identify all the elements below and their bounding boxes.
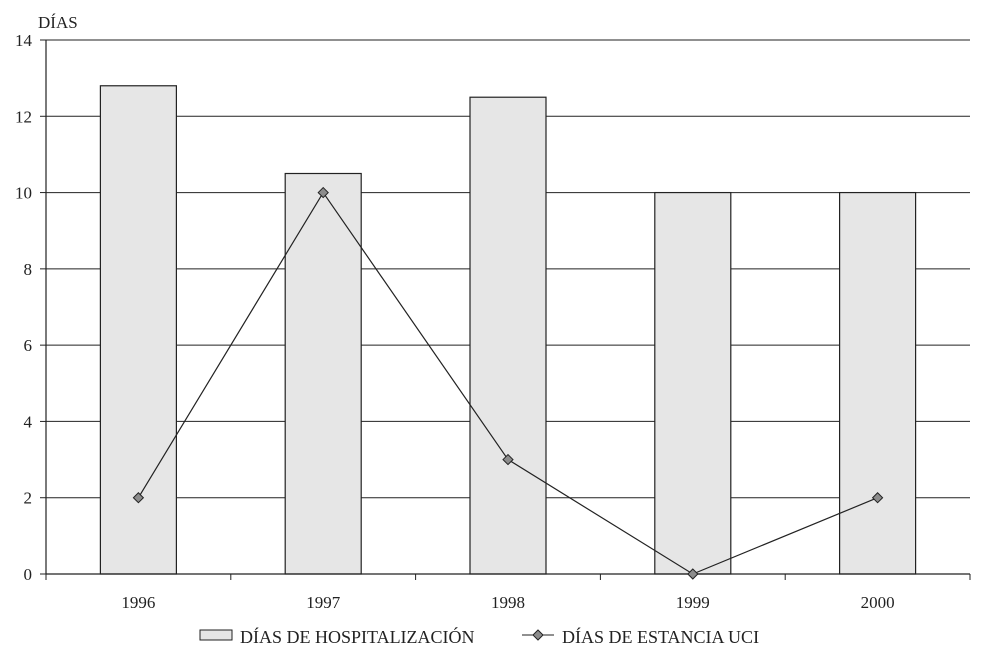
axes <box>40 39 971 580</box>
y-tick-labels: 0 2 4 6 8 10 12 14 <box>15 31 33 584</box>
legend-label-uci: DÍAS DE ESTANCIA UCI <box>562 626 759 647</box>
x-tick-label: 1996 <box>121 593 155 612</box>
x-tick-label: 1999 <box>676 593 710 612</box>
x-tick-label: 1997 <box>306 593 341 612</box>
point-marker <box>871 492 884 504</box>
x-tick-labels: 1996 1997 1998 1999 2000 <box>121 593 894 612</box>
legend-bar-swatch <box>199 629 233 641</box>
y-axis-label: DÍAS <box>38 13 78 32</box>
bar <box>469 96 547 575</box>
point-marker <box>687 568 699 580</box>
legend-diamond-marker <box>532 629 544 641</box>
bar-series <box>99 85 917 575</box>
y-tick-label: 4 <box>24 412 33 431</box>
point-marker <box>502 453 514 466</box>
bar <box>838 191 917 575</box>
bar <box>654 191 732 575</box>
y-tick-label: 0 <box>24 565 33 584</box>
y-tick-label: 10 <box>15 184 32 203</box>
bar <box>284 172 362 575</box>
y-tick-label: 6 <box>24 336 33 355</box>
point-marker <box>132 492 145 504</box>
y-tick-label: 2 <box>24 489 33 508</box>
legend: DÍAS DE HOSPITALIZACIÓN DÍAS DE ESTANCIA… <box>199 626 759 647</box>
point-marker <box>317 186 329 199</box>
y-tick-label: 14 <box>15 31 33 50</box>
y-tick-label: 12 <box>15 107 32 126</box>
x-tick-label: 2000 <box>861 593 895 612</box>
line-series <box>132 186 884 580</box>
y-tick-label: 8 <box>24 260 33 279</box>
legend-label-hospitalizacion: DÍAS DE HOSPITALIZACIÓN <box>240 626 475 647</box>
x-tick-label: 1998 <box>491 593 525 612</box>
